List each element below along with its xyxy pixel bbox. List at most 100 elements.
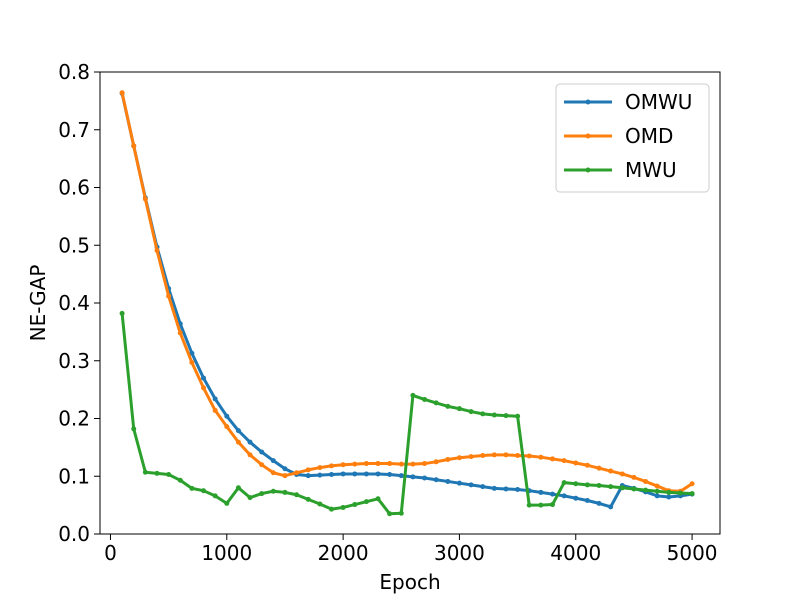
data-point-omd (305, 467, 311, 473)
data-point-omwu (259, 449, 265, 455)
y-axis-ticks: 0.0 0.1 0.2 0.3 0.4 0.5 0.6 0.7 0.8 (58, 60, 100, 546)
data-point-omwu (328, 472, 334, 478)
data-point-omwu (235, 428, 241, 434)
legend-label-omwu: OMWU (625, 90, 692, 114)
plot-area (119, 90, 695, 517)
data-point-omwu (270, 458, 276, 464)
data-point-omd (131, 143, 137, 149)
data-point-omd (643, 478, 649, 484)
data-point-omd (573, 460, 579, 466)
data-point-omwu (375, 471, 381, 477)
data-point-mwu (480, 411, 486, 417)
data-point-omd (259, 462, 265, 468)
data-point-omwu (573, 495, 579, 501)
y-tick-label: 0.1 (58, 464, 90, 488)
data-point-omd (550, 456, 555, 462)
data-point-omd (270, 470, 276, 476)
data-point-omwu (340, 471, 346, 477)
y-tick-label: 0.2 (58, 407, 90, 431)
data-point-mwu (235, 485, 241, 491)
data-point-omd (503, 452, 509, 458)
data-point-omd (119, 90, 125, 96)
data-point-omd (619, 471, 625, 477)
x-tick-label: 0 (104, 541, 117, 565)
data-point-omd (491, 452, 497, 458)
data-point-mwu (177, 477, 183, 483)
data-point-omd (294, 470, 300, 476)
data-point-mwu (317, 501, 323, 507)
data-point-omd (340, 462, 346, 468)
data-point-mwu (142, 469, 148, 475)
data-point-mwu (270, 488, 276, 494)
data-point-mwu (294, 492, 300, 498)
data-point-omd (387, 461, 393, 467)
data-point-mwu (131, 426, 137, 432)
legend: OMWU OMD MWU (555, 83, 710, 193)
data-point-mwu (643, 487, 649, 493)
legend-box (555, 83, 710, 193)
data-point-omd (282, 473, 288, 479)
data-point-omd (212, 407, 218, 413)
data-point-mwu (619, 485, 625, 491)
data-point-omd (235, 439, 241, 445)
legend-marker-mwu (585, 167, 591, 173)
x-axis-label: Epoch (379, 570, 440, 594)
data-point-mwu (515, 413, 521, 419)
data-point-omwu (317, 472, 323, 478)
data-point-mwu (363, 499, 369, 505)
data-point-omd (456, 455, 462, 461)
data-point-mwu (456, 406, 462, 412)
data-point-omwu (503, 486, 509, 492)
data-point-omd (584, 462, 590, 468)
data-point-omd (201, 385, 207, 391)
data-point-omd (224, 424, 230, 430)
legend-marker-omd (585, 133, 591, 139)
data-point-omd (538, 454, 544, 460)
data-point-mwu (608, 484, 614, 490)
data-point-omwu (608, 504, 614, 510)
data-point-mwu (561, 480, 567, 486)
data-point-mwu (468, 409, 474, 415)
y-tick-label: 0.3 (58, 349, 90, 373)
x-tick-label: 5000 (667, 541, 718, 565)
data-point-omd (526, 453, 532, 459)
data-point-mwu (596, 482, 602, 488)
data-point-omwu (666, 494, 672, 500)
data-point-mwu (526, 502, 532, 508)
data-point-omwu (201, 375, 207, 381)
data-point-mwu (573, 481, 579, 487)
data-point-omwu (596, 500, 602, 506)
data-point-mwu (352, 502, 358, 508)
data-point-omd (375, 461, 381, 467)
data-point-mwu (422, 396, 428, 402)
data-point-omwu (224, 413, 230, 419)
data-point-omd (689, 481, 695, 487)
data-point-omd (398, 461, 404, 467)
data-point-omwu (654, 493, 660, 499)
data-point-omwu (433, 477, 439, 483)
x-tick-label: 1000 (201, 541, 252, 565)
data-point-omd (328, 463, 334, 469)
data-point-omwu (387, 472, 393, 478)
data-point-omd (154, 247, 160, 253)
legend-label-omd: OMD (625, 124, 673, 148)
series-line-mwu (120, 311, 694, 516)
data-point-omwu (515, 487, 521, 493)
data-point-mwu (387, 511, 393, 517)
data-point-mwu (398, 510, 404, 516)
data-point-mwu (584, 482, 590, 488)
data-point-omd (480, 452, 486, 458)
data-point-omwu (445, 478, 451, 484)
data-point-omd (654, 483, 660, 489)
data-point-mwu (201, 488, 207, 494)
data-point-omd (445, 457, 451, 462)
data-point-omd (363, 461, 369, 467)
data-point-omwu (410, 474, 416, 480)
data-point-mwu (154, 470, 160, 476)
y-tick-label: 0.6 (58, 176, 90, 200)
data-point-omwu (538, 489, 544, 495)
data-point-omwu (561, 493, 567, 499)
data-point-omd (352, 461, 358, 467)
